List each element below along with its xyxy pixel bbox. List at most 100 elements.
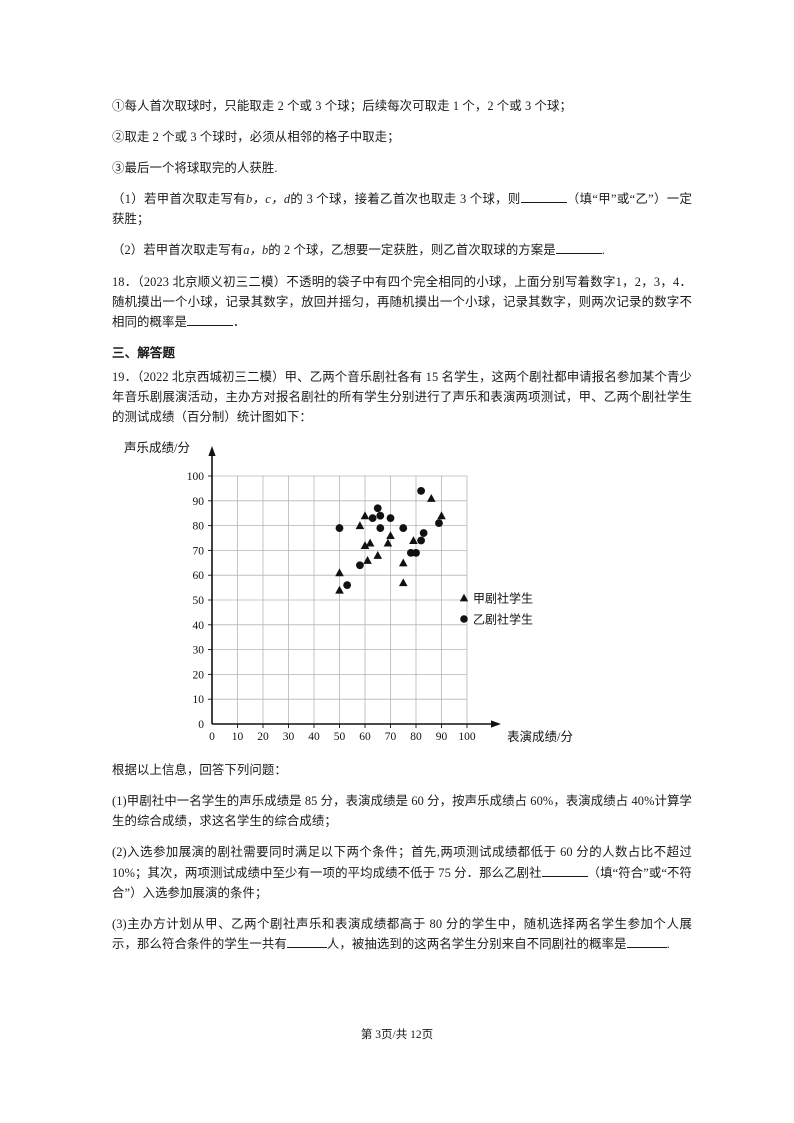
q19-lead-in: 根据以上信息，回答下列问题： <box>112 763 287 778</box>
chart-axes <box>208 446 501 728</box>
x-axis-tick-label: 100 <box>458 731 476 743</box>
y-axis-tick-label: 100 <box>187 471 205 483</box>
page-footer: 第 3页/共 12页 <box>360 1029 434 1041</box>
scatter-chart-svg: 0 10 20 30 40 50 60 70 80 90 100 0 10 20 30 40 50 60 70 80 9… <box>124 441 573 744</box>
data-point-triangle <box>360 541 370 550</box>
y-axis-tick-label: 20 <box>193 670 205 682</box>
x-axis-tick-label: 60 <box>359 731 371 743</box>
data-point-circle <box>417 536 425 545</box>
data-point-triangle <box>398 558 408 567</box>
y-axis-tick-label: 40 <box>193 620 205 632</box>
q17-part-2: （2）若甲首次取走写有a，b的 2 个球，乙想要一定获胜，则乙首次取球的方案是. <box>112 240 692 260</box>
y-axis-tick-label: 60 <box>193 570 205 582</box>
y-axis-tick-label: 80 <box>193 521 205 533</box>
x-axis-tick-label: 80 <box>410 731 422 743</box>
data-point-triangle <box>437 511 446 520</box>
x-axis-arrow <box>491 720 501 728</box>
data-point-triangle <box>335 585 344 594</box>
y-axis-title: 声乐成绩/分 <box>124 441 190 455</box>
q19-part3-answer-blank-count[interactable] <box>286 935 327 948</box>
q19-part3-text-c: . <box>666 936 670 951</box>
section-3-heading: 三、解答题 <box>112 345 175 360</box>
data-point-triangle <box>386 531 395 540</box>
series-yi <box>335 487 443 590</box>
q18-text-a: 18．（2023 北京顺义初三二模）不透明的袋子中有四个完全相同的小球，上面分别… <box>112 274 692 329</box>
y-axis-tick-label: 30 <box>193 645 205 657</box>
q17-part2-text-c: . <box>601 243 605 258</box>
data-point-circle <box>368 514 377 523</box>
legend-marker-triangle <box>459 593 469 602</box>
q19-part3-answer-blank-probability[interactable] <box>626 935 667 948</box>
chart-gridlines <box>212 475 468 725</box>
q17-part2-variables: a，b <box>243 243 269 258</box>
data-point-circle <box>376 511 385 520</box>
y-axis-tick-label: 0 <box>198 719 204 731</box>
data-point-circle <box>399 524 408 533</box>
data-point-triangle <box>363 556 372 564</box>
scatter-chart: 0 10 20 30 40 50 60 70 80 90 100 0 10 20 30 40 50 60 70 80 9… <box>112 438 692 750</box>
y-axis-tick-label: 50 <box>193 595 205 607</box>
data-point-triangle <box>360 511 370 520</box>
q18-answer-blank[interactable] <box>186 313 233 326</box>
data-point-triangle <box>383 538 393 547</box>
data-point-circle <box>412 549 420 557</box>
q19-part2-text-b: （填“符合”或“不符合”）入选参加展演的条件； <box>112 865 693 900</box>
q17-part2-text-a: （2）若甲首次取走写有 <box>112 243 244 258</box>
x-axis-tick-label: 20 <box>257 731 269 743</box>
q18-text: 18．（2023 北京顺义初三二模）不透明的袋子中有四个完全相同的小球，上面分别… <box>112 272 692 332</box>
q18-text-b: ． <box>232 314 246 329</box>
chart-tick-labels: 0 10 20 30 40 50 60 70 80 90 100 0 10 20 30 40 50 60 70 80 9… <box>187 471 476 743</box>
q19-part2-answer-blank[interactable] <box>541 864 588 877</box>
data-point-triangle <box>409 536 418 545</box>
q19-part2-text-a: (2)入选参加展演的剧社需要同时满足以下两个条件；首先,两项测试成绩都低于 60… <box>112 845 692 880</box>
data-point-circle <box>356 561 364 570</box>
q19-part-3: (3)主办方计划从甲、乙两个剧社声乐和表演成绩都高于 80 分的学生中，随机选择… <box>112 914 692 954</box>
q17-part1-text-c: （填“甲”或“乙”）一定获胜； <box>112 192 693 227</box>
x-axis-title: 表演成绩/分 <box>507 729 573 744</box>
series-jia <box>335 494 446 594</box>
legend-label: 甲剧社学生 <box>473 591 533 606</box>
x-axis-tick-label: 50 <box>334 731 346 743</box>
x-axis-tick-label: 30 <box>283 731 295 743</box>
q17-part2-text-b: 的 2 个球，乙想要一定获胜，则乙首次取球的方案是 <box>268 243 556 258</box>
q19-part3-text-b: 人，被抽选到的这两名学生分别来自不同剧社的概率是 <box>326 936 627 951</box>
data-point-circle <box>376 524 385 533</box>
q17-block: ①每人首次取球时，只能取走 2 个或 3 个球；后续每次可取走 1 个，2 个或… <box>112 96 692 261</box>
data-point-circle <box>343 581 352 590</box>
q17-part1-variables: b，c，d <box>245 192 291 207</box>
data-point-circle <box>373 504 382 513</box>
x-axis-tick-label: 40 <box>308 731 320 743</box>
q19-stem: 19．（2022 北京西城初三二模）甲、乙两个音乐剧社各有 15 名学生，这两个… <box>112 369 692 425</box>
legend-marker-circle <box>460 615 468 623</box>
data-point-triangle <box>398 578 408 587</box>
data-point-triangle <box>373 551 383 560</box>
x-axis-tick-label: 90 <box>436 731 448 743</box>
q17-part2-answer-blank[interactable] <box>555 242 602 255</box>
q19-part3-text-a: (3)主办方计划从甲、乙两个剧社声乐和表演成绩都高于 80 分的学生中，随机选择… <box>112 916 692 951</box>
q19-part-2: (2)入选参加展演的剧社需要同时满足以下两个条件；首先,两项测试成绩都低于 60… <box>112 842 692 902</box>
data-point-triangle <box>427 494 436 502</box>
q17-part1-text-a: （1）若甲首次取走写有 <box>112 192 246 207</box>
data-point-circle <box>335 524 344 533</box>
y-axis-tick-label: 70 <box>193 546 205 558</box>
data-point-circle <box>419 529 428 538</box>
data-point-triangle <box>335 568 344 577</box>
q17-part1-answer-blank[interactable] <box>520 191 567 204</box>
x-axis-tick-label: 0 <box>209 731 215 743</box>
page-content: ①每人首次取球时，只能取走 2 个或 3 个球；后续每次可取走 1 个，2 个或… <box>112 96 692 965</box>
y-axis-tick-label: 10 <box>193 694 205 706</box>
data-point-circle <box>435 519 443 528</box>
y-axis-tick-label: 90 <box>193 496 205 508</box>
q17-part-1: （1）若甲首次取走写有b，c，d的 3 个球，接着乙首次也取走 3 个球，则 （填… <box>112 189 692 229</box>
q19-part-1: (1)甲剧社中一名学生的声乐成绩是 85 分，表演成绩是 60 分，按声乐成绩占… <box>112 794 692 829</box>
x-axis-tick-label: 70 <box>385 731 397 743</box>
q18-block: 18．（2023 北京顺义初三二模）不透明的袋子中有四个完全相同的小球，上面分别… <box>112 272 692 332</box>
q17-rule-1: ①每人首次取球时，只能取走 2 个或 3 个球；后续每次可取走 1 个，2 个或… <box>112 99 572 113</box>
x-axis-tick-label: 10 <box>232 731 244 743</box>
q17-rule-3: ③最后一个将球取完的人获胜. <box>112 161 278 176</box>
data-point-circle <box>417 487 425 495</box>
y-axis-arrow <box>208 446 216 457</box>
data-point-triangle <box>365 538 375 547</box>
